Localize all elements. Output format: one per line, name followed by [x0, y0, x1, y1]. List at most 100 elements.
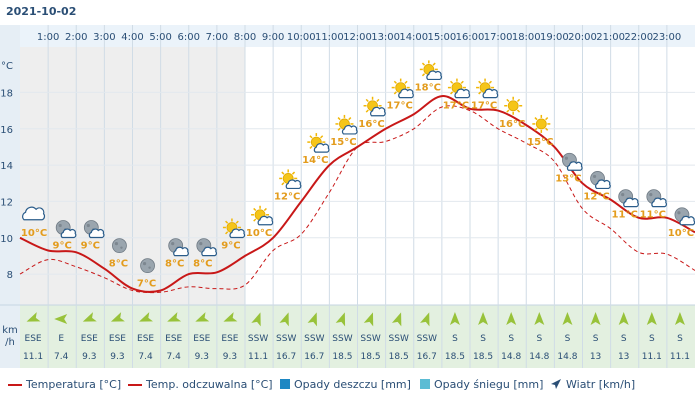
sun-cloud-icon	[279, 169, 302, 190]
wind-arrow-icon	[590, 312, 601, 325]
wind-direction-label: ESE	[109, 334, 126, 344]
wind-direction-label: ESE	[137, 334, 154, 344]
temperature-data-label: 15°C	[527, 137, 553, 148]
wind-speed-label: 18.5	[361, 352, 381, 362]
legend-temperature-label: Temperatura [°C]	[26, 378, 122, 391]
wind-arrow-icon	[82, 312, 97, 322]
wind-arrow-icon	[562, 312, 573, 325]
wind-direction-label: SSW	[248, 334, 268, 344]
wind-speed-label: 14.8	[529, 352, 549, 362]
hour-label: 20:00	[568, 32, 597, 43]
moon-icon	[140, 258, 155, 274]
wind-speed-label: 9.3	[195, 352, 209, 362]
temperature-data-label: 12°C	[583, 191, 609, 202]
wind-unit-label: /h	[5, 337, 15, 348]
wind-direction-label: ESE	[221, 334, 238, 344]
moon-cloud-icon	[55, 220, 77, 239]
wind-speed-label: 11.1	[248, 352, 268, 362]
legend-feels-like[interactable]: Temp. odczuwalna [°C]	[128, 378, 273, 391]
hour-label: 21:00	[596, 32, 625, 43]
wind-arrow-icon	[307, 312, 317, 327]
wind-direction-label: SSW	[304, 334, 324, 344]
wind-direction-label: ESE	[25, 334, 42, 344]
wind-speed-label: 18.5	[332, 352, 352, 362]
y-tick-label: 10	[0, 234, 13, 245]
temperature-data-label: 7°C	[137, 279, 156, 290]
y-tick-label: 8	[7, 270, 13, 281]
wind-speed-label: 14.8	[501, 352, 521, 362]
wind-arrow-icon	[279, 312, 289, 327]
sun-cloud-icon	[307, 133, 330, 153]
legend-temperature[interactable]: Temperatura [°C]	[8, 378, 121, 391]
hour-label: 9:00	[262, 32, 284, 43]
wind-direction-label: S	[649, 334, 655, 344]
temperature-data-label: 17°C	[471, 101, 497, 112]
wind-direction-label: ESE	[81, 334, 98, 344]
wind-direction-label: SSW	[276, 334, 296, 344]
wind-arrow-icon	[335, 312, 346, 327]
wind-speed-label: 18.5	[445, 352, 465, 362]
wind-direction-label: S	[452, 334, 458, 344]
moon-cloud-icon	[618, 189, 639, 208]
y-tick-label: 16	[0, 125, 13, 136]
wind-speed-label: 9.3	[110, 352, 124, 362]
wind-direction-label: S	[621, 334, 627, 344]
moon-cloud-icon	[196, 238, 217, 257]
legend-snow[interactable]: Opady śniegu [mm]	[420, 378, 543, 391]
wind-speed-label: 16.7	[276, 352, 296, 362]
hour-label: 22:00	[624, 32, 653, 43]
temperature-data-label: 14°C	[302, 155, 328, 166]
hour-label: 2:00	[65, 32, 87, 43]
temperature-data-label: 10°C	[21, 228, 47, 239]
sun-cloud-icon	[447, 78, 471, 99]
sun-cloud-icon	[251, 205, 274, 226]
hour-label: 18:00	[512, 32, 541, 43]
cloud-icon	[22, 206, 46, 221]
hour-label: 4:00	[121, 32, 143, 43]
temperature-data-label: 10°C	[246, 228, 272, 239]
wind-speed-label: 9.3	[82, 352, 96, 362]
wind-speed-label: 14.8	[557, 352, 577, 362]
wind-speed-label: 16.7	[417, 352, 437, 362]
wind-arrow-icon	[551, 379, 561, 389]
temperature-data-label: 9°C	[53, 240, 72, 251]
hour-label: 1:00	[37, 32, 59, 43]
wind-arrow-icon	[363, 312, 374, 327]
temperature-data-label: 13°C	[555, 173, 581, 184]
wind-direction-label: S	[565, 334, 571, 344]
temperature-data-label: 9°C	[81, 240, 100, 251]
sun-cloud-icon	[363, 96, 386, 117]
wind-unit-label: km	[2, 325, 18, 336]
wind-arrow-icon	[251, 312, 261, 327]
wind-speed-label: 7.4	[167, 352, 182, 362]
hour-label: 13:00	[371, 32, 400, 43]
legend-temperature-swatch	[8, 384, 22, 386]
moon-icon	[112, 238, 127, 254]
legend-snow-label: Opady śniegu [mm]	[434, 378, 544, 391]
moon-cloud-icon	[674, 207, 695, 226]
wind-arrow-icon	[420, 312, 430, 327]
wind-direction-label: S	[536, 334, 542, 344]
temperature-data-label: 12°C	[274, 191, 300, 202]
wind-arrow-icon	[54, 314, 68, 324]
wind-arrow-icon	[167, 312, 182, 322]
wind-speed-label: 11.1	[642, 352, 662, 362]
wind-speed-label: 11.1	[23, 352, 43, 362]
wind-arrow-icon	[26, 312, 41, 322]
legend-rain[interactable]: Opady deszczu [mm]	[280, 378, 411, 391]
wind-arrow-icon	[478, 312, 489, 325]
moon-cloud-icon	[168, 238, 189, 257]
legend-wind[interactable]: Wiatr [km/h]	[550, 378, 635, 391]
wind-direction-label: S	[677, 334, 683, 344]
wind-direction-label: ESE	[165, 334, 182, 344]
hour-label: 15:00	[427, 32, 456, 43]
chart-legend: Temperatura [°C] Temp. odczuwalna [°C] O…	[0, 370, 695, 400]
moon-cloud-icon	[562, 152, 583, 171]
wind-direction-label: SSW	[360, 334, 380, 344]
hour-label: 23:00	[652, 32, 681, 43]
wind-arrow-icon	[139, 312, 153, 322]
moon-cloud-icon	[590, 171, 611, 190]
hour-label: 10:00	[287, 32, 316, 43]
y-tick-label: 14	[0, 161, 13, 172]
